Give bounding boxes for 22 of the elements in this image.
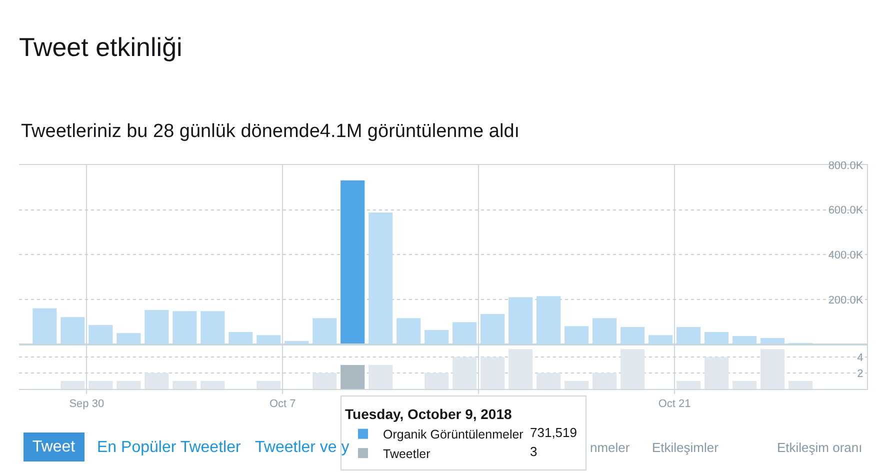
legend-title: Tuesday, October 9, 2018: [345, 406, 512, 422]
text: 3: [530, 444, 538, 459]
y-tick-label: 2: [857, 368, 864, 380]
y-tick-label: 600.0K: [828, 204, 864, 217]
legend-label: Tweetler: [383, 446, 430, 461]
x-tick-label: Oct 7: [269, 398, 296, 410]
y-tick-label: 400.0K: [828, 250, 864, 262]
text: Etkileşim oranı: [777, 440, 862, 455]
text: En Popüler Tweetler: [97, 439, 242, 456]
text: Tweet: [32, 438, 76, 456]
text: Tweetler ve y: [255, 439, 350, 456]
y-tick-label: 4: [857, 352, 864, 364]
text: nmeler: [590, 440, 630, 455]
x-tick-label: Oct 21: [658, 398, 691, 410]
text: 731,519: [530, 425, 577, 440]
text: Etkileşimler: [652, 440, 720, 455]
y-tick-label: 200.0K: [828, 294, 864, 306]
x-tick-label: Sep 30: [69, 398, 104, 410]
chart-title: Tweet etkinliği: [19, 32, 182, 62]
y-tick-label: 800.0K: [828, 160, 864, 172]
legend-label: Organik Görüntülenmeler: [383, 428, 524, 442]
chart-subtitle: Tweetleriniz bu 28 günlük dönemde4.1M görüntülenme aldı: [21, 121, 520, 142]
